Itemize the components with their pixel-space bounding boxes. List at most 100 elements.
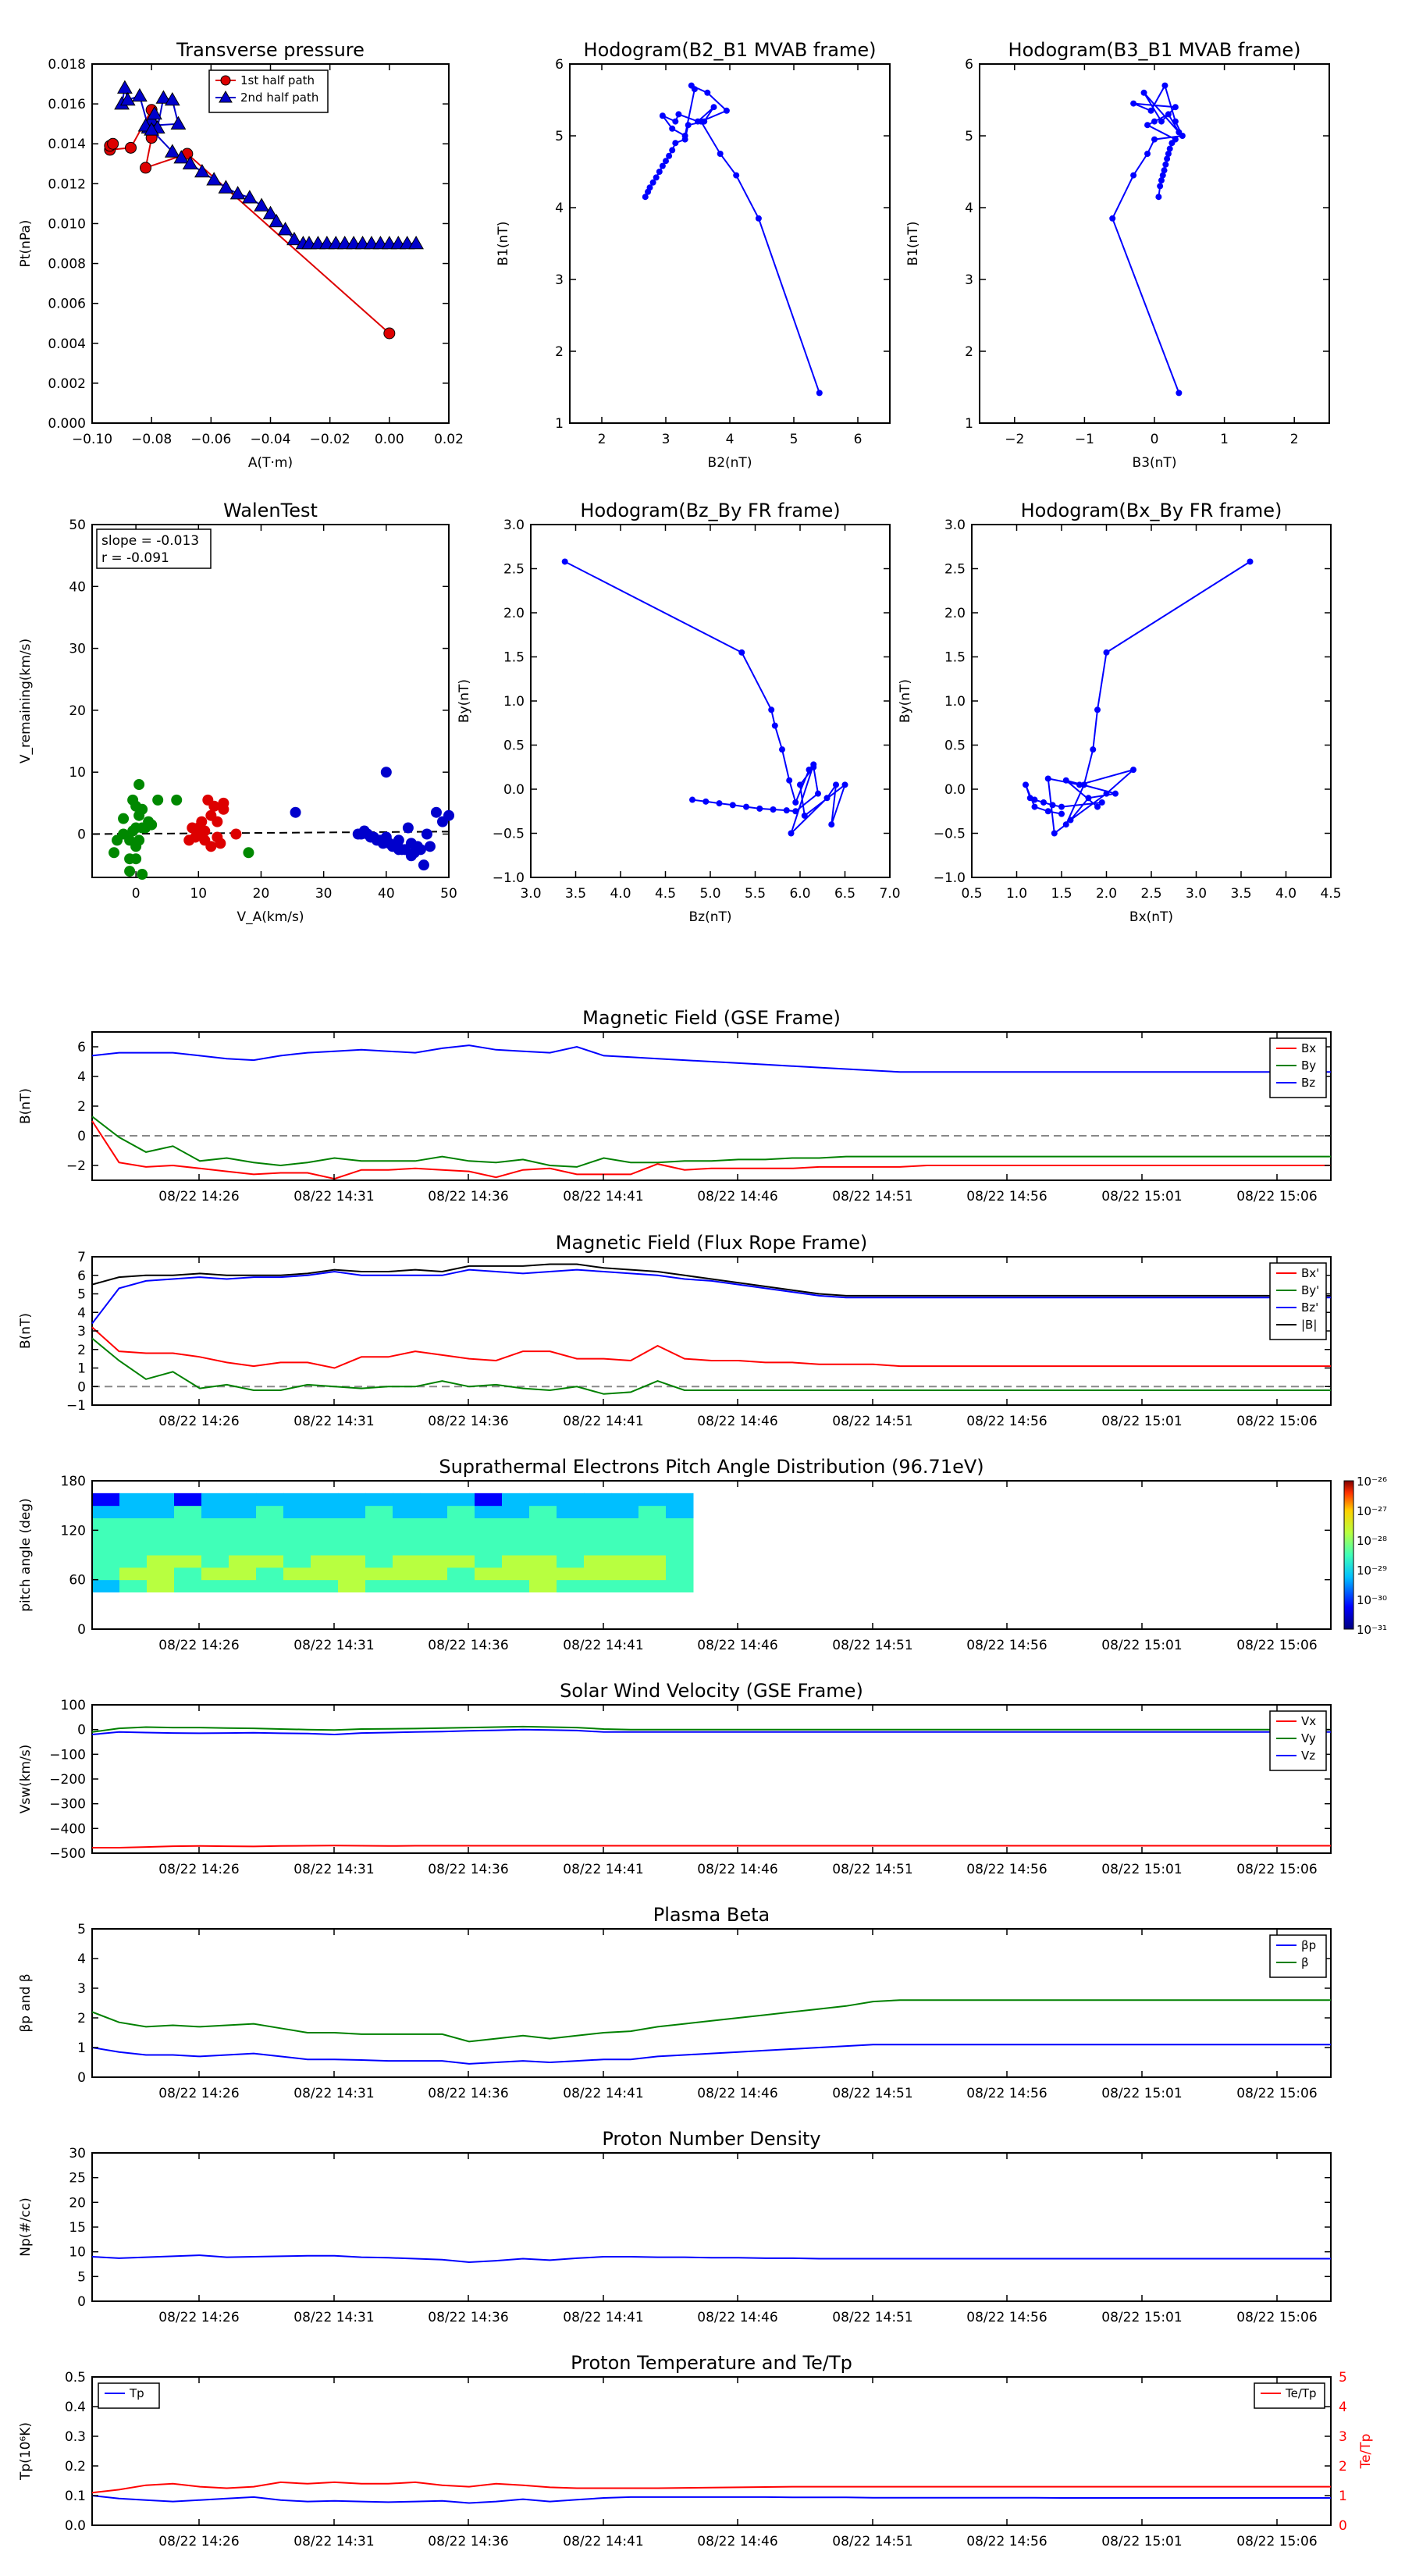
chart-panel-13: 0.0 0.1 0.2 0.3 0.4 0.5 0 1 2 3 4 5 Te/Tp 08/22 14:26…: [18, 2352, 1374, 2549]
chart-panel-8: −1 0 1 2 3 4 5 6 7 08/22 14:26 08/22 14:31 08/22 14…: [18, 1232, 1332, 1429]
legend-label: By': [1301, 1283, 1319, 1297]
x-tick-label: 08/22 14:56: [966, 1638, 1047, 1653]
heatmap-cell: [393, 1517, 421, 1531]
heatmap-cell: [119, 1493, 148, 1507]
y-tick-label: 2: [965, 344, 973, 360]
y-tick-label: 2: [555, 344, 564, 360]
chart-panel-5: −1.0 −0.5 0.0 0.5 1.0 1.5 2.0 2.5 3.0 3.0 3.5 4.0 4.…: [457, 500, 901, 925]
y-tick-label: 0.0: [65, 2518, 86, 2534]
data-point: [704, 89, 711, 96]
heatmap-cell: [611, 1579, 639, 1592]
heatmap-cell: [147, 1505, 175, 1518]
chart-title: Hodogram(B3_B1 MVAB frame): [1008, 39, 1301, 61]
data-point: [1058, 803, 1065, 810]
y-axis-label: B(nT): [18, 1088, 34, 1124]
heatmap-cell: [311, 1542, 339, 1556]
heatmap-cell: [502, 1579, 530, 1592]
x-tick-label: 2: [1290, 432, 1299, 447]
x-axis-label: B2(nT): [708, 455, 752, 471]
heatmap-cell: [529, 1555, 557, 1568]
x-tick-label: 08/22 14:46: [697, 2310, 777, 2325]
x-tick-label: 08/22 14:41: [563, 1414, 643, 1429]
data-point: [649, 179, 656, 186]
heatmap-cell: [529, 1530, 557, 1543]
x-tick-label: 08/22 14:51: [832, 1414, 912, 1429]
y-tick-label: −500: [49, 1846, 86, 1862]
heatmap-cell: [502, 1542, 530, 1556]
heatmap-cell: [147, 1555, 175, 1568]
plot-frame: [91, 2376, 1332, 2526]
heatmap-cell: [174, 1542, 202, 1556]
x-tick-label: 08/22 14:41: [563, 2310, 643, 2325]
data-point: [1044, 775, 1051, 782]
y-tick-label: 0.0: [944, 782, 966, 798]
data-point: [1165, 111, 1172, 118]
data-point: [815, 790, 821, 797]
y2-axis-label: Te/Tp: [1358, 2434, 1374, 2470]
x-axis-label: A(T·m): [248, 455, 293, 471]
heatmap-cell: [311, 1555, 339, 1568]
data-point: [710, 104, 717, 111]
data-point: [689, 796, 695, 803]
reference-line: [91, 831, 450, 835]
data-point: [254, 197, 269, 212]
heatmap-cell: [447, 1530, 475, 1543]
x-tick-label: 08/22 14:56: [966, 1414, 1047, 1429]
data-point: [1159, 172, 1166, 179]
heatmap-cell: [584, 1555, 612, 1568]
heatmap-cell: [119, 1555, 148, 1568]
x-tick-label: 08/22 14:36: [428, 1414, 508, 1429]
y-tick-label: 30: [69, 642, 86, 657]
data-point: [659, 112, 666, 119]
data-point: [215, 838, 226, 849]
heatmap-cell: [529, 1517, 557, 1531]
legend-label: Bz: [1301, 1076, 1315, 1090]
chart-panel-6: −1.0 −0.5 0.0 0.5 1.0 1.5 2.0 2.5 3.0 0.5 1.0 1.5 2.…: [898, 500, 1342, 925]
heatmap-cell: [283, 1567, 311, 1581]
series-line: [91, 2495, 1331, 2504]
data-point: [1094, 706, 1101, 713]
heatmap-cell: [283, 1517, 311, 1531]
x-tick-label: 08/22 14:36: [428, 2086, 508, 2101]
data-point: [1076, 781, 1083, 788]
data-point: [656, 169, 663, 175]
heatmap-cell: [420, 1555, 448, 1568]
heatmap-cell: [502, 1555, 530, 1568]
heatmap-cell: [557, 1542, 585, 1556]
data-point: [1103, 790, 1110, 797]
data-point: [797, 781, 803, 788]
data-point: [1164, 155, 1171, 162]
x-tick-label: 08/22 14:36: [428, 2534, 508, 2549]
y-axis-label: By(nT): [898, 679, 913, 723]
heatmap-cell: [256, 1505, 284, 1518]
data-point: [755, 215, 762, 222]
y-tick-label: 0.4: [65, 2400, 86, 2415]
x-tick-label: 08/22 14:31: [293, 1638, 374, 1653]
x-tick-label: 08/22 14:26: [158, 2086, 239, 2101]
legend-label: Bx: [1301, 1041, 1316, 1055]
heatmap-cell: [201, 1555, 229, 1568]
legend-label: β: [1301, 1955, 1309, 1969]
data-point: [132, 87, 148, 102]
x-tick-label: 08/22 14:36: [428, 1638, 508, 1653]
y-tick-label: 1.5: [944, 650, 966, 666]
data-point: [768, 706, 775, 713]
y-tick-label: 0: [77, 1622, 86, 1638]
data-point: [137, 869, 148, 881]
y-axis-label: pitch angle (deg): [18, 1498, 34, 1612]
heatmap-cell: [447, 1493, 475, 1507]
data-point: [756, 805, 763, 812]
heatmap-cell: [475, 1579, 503, 1592]
plot-frame: [91, 1031, 1332, 1181]
heatmap-cell: [557, 1579, 585, 1592]
heatmap-cell: [147, 1493, 175, 1507]
x-tick-label: 08/22 15:06: [1236, 1638, 1317, 1653]
heatmap-cell: [393, 1505, 421, 1518]
heatmap-cell: [475, 1567, 503, 1581]
plot-frame: [91, 1480, 1332, 1630]
x-tick-label: 08/22 15:06: [1236, 1414, 1317, 1429]
heatmap-cell: [365, 1530, 393, 1543]
y-tick-label: 2.0: [503, 606, 525, 621]
y-tick-label: 20: [69, 703, 86, 719]
heatmap-cell: [92, 1493, 120, 1507]
